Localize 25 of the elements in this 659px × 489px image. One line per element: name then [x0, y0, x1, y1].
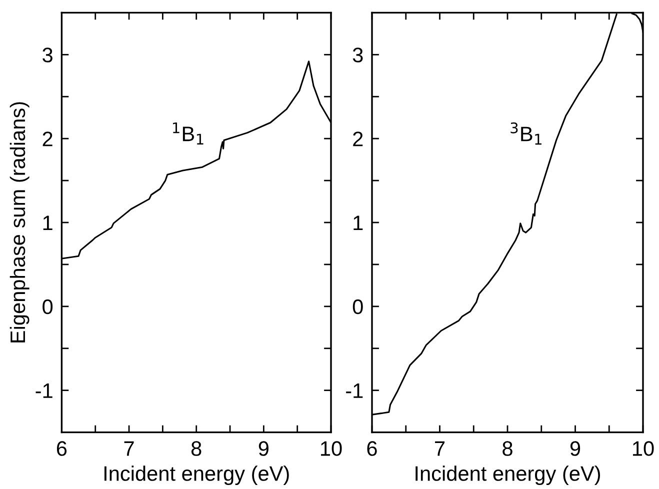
y-tick-label: 2 [42, 132, 52, 146]
x-tick-label: 7 [435, 441, 444, 456]
y-tick-label: -1 [346, 384, 363, 398]
x-tick-label: 10 [633, 441, 654, 456]
x-tick-label: 6 [367, 441, 377, 456]
x-tick-label: 9 [570, 441, 580, 456]
x-axis-title: Incident energy (eV) [104, 466, 289, 486]
x-tick-label: 7 [124, 441, 134, 456]
y-tick-label: 0 [352, 299, 363, 314]
x-tick-label: 9 [258, 441, 268, 456]
annotation: $^{3}$B$_{1}$ [510, 122, 542, 145]
y-axis-title: Eigenphase sum (radians) [10, 102, 30, 342]
y-tick-label: 0 [42, 299, 53, 314]
y-tick-label: 2 [353, 132, 363, 146]
y-tick-label: 3 [352, 48, 363, 62]
y-tick-label: -1 [36, 384, 52, 398]
y-tick-label: 1 [354, 216, 363, 230]
x-tick-label: 6 [56, 441, 67, 456]
x-tick-label: 10 [321, 441, 342, 456]
annotation: $^{1}$B$_{1}$ [172, 122, 204, 144]
y-tick-label: 3 [42, 48, 52, 62]
x-tick-label: 8 [502, 441, 512, 456]
x-tick-label: 8 [191, 441, 202, 456]
y-tick-label: 1 [43, 216, 52, 230]
x-axis-title: Incident energy (eV) [416, 466, 600, 486]
